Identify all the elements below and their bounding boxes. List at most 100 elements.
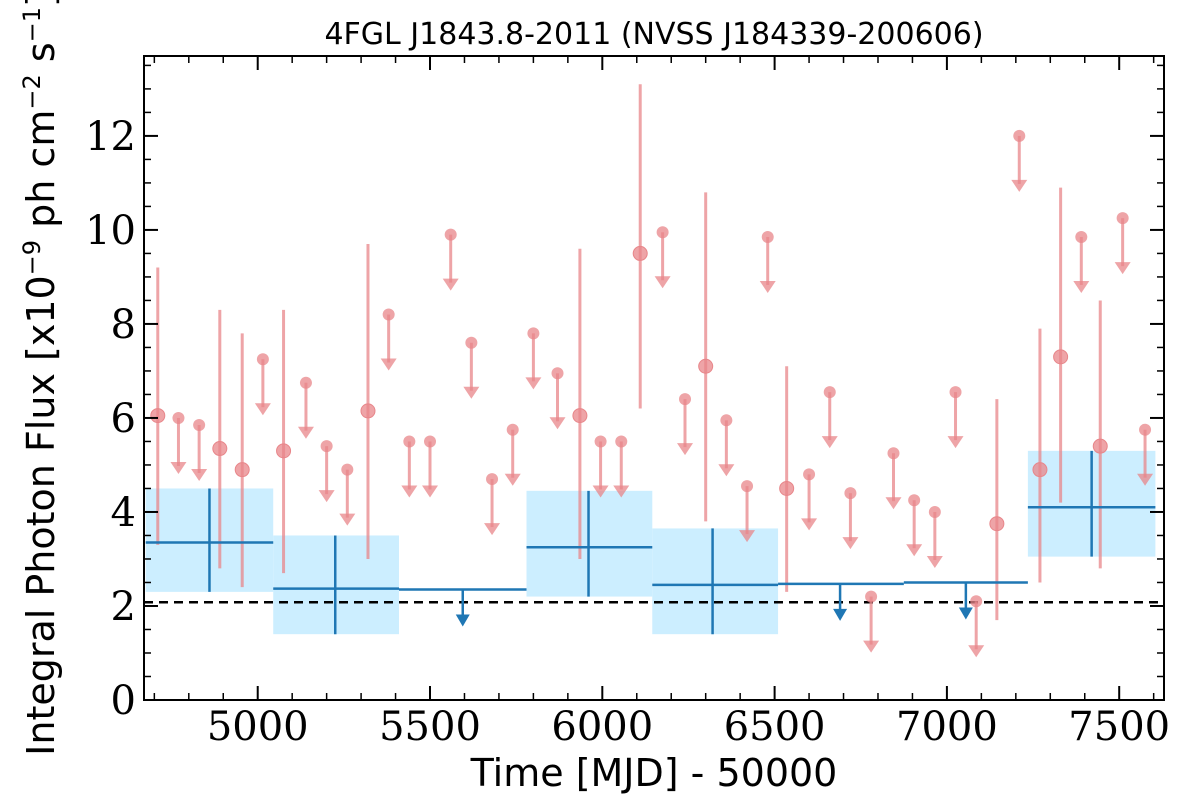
short-bin-upper-limit-arrow-29 — [947, 436, 964, 449]
short-bin-upper-limit-arrow-28 — [926, 555, 943, 568]
short-bin-upper-limit-arrow-7 — [401, 485, 418, 498]
y-axis-label: Integral Photon Flux [x10−9 ph cm−2 s−1] — [18, 0, 63, 756]
short-bin-upper-limit-point-18 — [679, 393, 692, 406]
short-bin-upper-limit-arrow-9 — [442, 278, 459, 291]
short-bin-upper-limit-arrow-23 — [821, 436, 838, 449]
short-bin-upper-limit-point-12 — [506, 423, 519, 436]
short-bin-upper-limit-point-2 — [256, 353, 269, 366]
short-bin-upper-limit-arrow-22 — [801, 518, 818, 531]
short-bin-upper-limit-point-15 — [594, 435, 607, 448]
short-bin-series — [150, 84, 1154, 658]
short-bin-point-6 — [632, 245, 648, 261]
y-axis-label-suffix: ] — [19, 0, 63, 7]
y-axis-label-exponent-2: −2 — [18, 74, 46, 109]
data-mark-layer — [145, 84, 1156, 658]
short-bin-upper-limit-arrow-1 — [191, 469, 208, 482]
long-bin-series — [145, 450, 1156, 635]
y-tick-label-4: 8 — [111, 302, 136, 348]
y-tick-label-6: 12 — [85, 114, 136, 160]
short-bin-upper-limit-point-7 — [403, 435, 416, 448]
short-bin-upper-limit-point-25 — [865, 590, 878, 603]
long-bin-upper-limit-arrow-2 — [958, 607, 973, 620]
short-bin-point-11 — [1053, 349, 1069, 365]
short-bin-upper-limit-arrow-27 — [906, 544, 923, 557]
short-bin-upper-limit-point-4 — [320, 440, 333, 453]
short-bin-upper-limit-arrow-2 — [254, 403, 271, 416]
short-bin-upper-limit-arrow-21 — [759, 280, 776, 293]
short-bin-upper-limit-point-6 — [382, 308, 395, 321]
short-bin-upper-limit-point-14 — [551, 367, 564, 380]
short-bin-upper-limit-arrow-26 — [885, 497, 902, 510]
short-bin-upper-limit-arrow-16 — [613, 485, 630, 498]
short-bin-upper-limit-point-17 — [656, 226, 669, 239]
short-bin-upper-limit-arrow-19 — [718, 464, 735, 477]
short-bin-upper-limit-point-34 — [1139, 423, 1152, 436]
flux-band-3 — [652, 528, 779, 635]
short-bin-upper-limit-point-13 — [527, 327, 540, 340]
short-bin-upper-limit-point-8 — [424, 435, 437, 448]
y-axis-label-exponent-1: −9 — [18, 240, 46, 275]
short-bin-upper-limit-point-3 — [299, 376, 312, 389]
short-bin-upper-limit-arrow-25 — [863, 640, 880, 653]
y-tick-label-3: 6 — [111, 396, 136, 442]
short-bin-upper-limit-point-22 — [803, 468, 816, 481]
y-axis-label-middle-2: s — [19, 42, 63, 74]
short-bin-upper-limit-arrow-6 — [380, 358, 397, 371]
x-tick-label-4: 7000 — [896, 704, 998, 750]
short-bin-point-5 — [572, 408, 588, 424]
short-bin-upper-limit-point-1 — [193, 419, 206, 432]
x-tick-label-5: 7500 — [1068, 704, 1170, 750]
axes-layer: 5000 5500 6000 6500 7000 7500 0 2 4 6 8 10 12 — [85, 55, 1170, 750]
short-bin-upper-limit-arrow-18 — [677, 443, 694, 456]
long-bin-upper-limit-arrow-0 — [455, 614, 470, 627]
short-bin-point-12 — [1092, 438, 1108, 454]
short-bin-upper-limit-point-26 — [887, 447, 900, 460]
x-tick-label-3: 6500 — [724, 704, 826, 750]
short-bin-upper-limit-arrow-24 — [842, 537, 859, 550]
short-bin-upper-limit-point-32 — [1075, 230, 1088, 243]
short-bin-upper-limit-arrow-8 — [422, 485, 439, 498]
x-tick-label-1: 5500 — [379, 704, 481, 750]
short-bin-upper-limit-arrow-30 — [968, 645, 985, 658]
short-bin-point-10 — [1032, 462, 1048, 478]
y-tick-label-0: 0 — [111, 678, 136, 724]
short-bin-upper-limit-arrow-33 — [1114, 262, 1131, 275]
short-bin-upper-limit-point-5 — [341, 463, 354, 476]
short-bin-upper-limit-arrow-34 — [1137, 473, 1154, 486]
y-axis-label-exponent-3: −1 — [18, 7, 46, 42]
short-bin-upper-limit-arrow-10 — [463, 386, 480, 399]
short-bin-point-0 — [150, 408, 166, 424]
short-bin-upper-limit-arrow-32 — [1073, 280, 1090, 293]
short-bin-upper-limit-arrow-0 — [170, 461, 187, 474]
short-bin-upper-limit-point-16 — [615, 435, 628, 448]
short-bin-upper-limit-point-10 — [465, 336, 478, 349]
short-bin-upper-limit-arrow-14 — [549, 417, 566, 430]
short-bin-upper-limit-arrow-4 — [318, 490, 335, 503]
short-bin-point-9 — [989, 516, 1005, 532]
plot-frame — [143, 55, 1165, 701]
short-bin-upper-limit-arrow-3 — [297, 426, 314, 439]
y-axis-label-prefix: Integral Photon Flux [x10 — [19, 275, 63, 756]
y-tick-label-5: 10 — [85, 208, 136, 254]
x-axis-label: Time [MJD] - 50000 — [470, 751, 838, 795]
short-bin-upper-limit-arrow-5 — [339, 513, 356, 526]
short-bin-point-7 — [698, 358, 714, 374]
short-bin-upper-limit-arrow-15 — [592, 485, 609, 498]
short-bin-upper-limit-point-9 — [444, 228, 457, 241]
y-axis-label-middle: ph cm — [19, 110, 63, 240]
short-bin-point-4 — [360, 403, 376, 419]
short-bin-upper-limit-arrow-13 — [525, 377, 542, 390]
short-bin-upper-limit-point-33 — [1116, 212, 1129, 225]
short-bin-point-3 — [276, 443, 292, 459]
short-bin-upper-limit-point-28 — [928, 505, 941, 518]
flux-band-layer — [145, 450, 1156, 635]
short-bin-upper-limit-arrow-11 — [484, 523, 501, 536]
x-tick-label-0: 5000 — [207, 704, 309, 750]
short-bin-upper-limit-point-24 — [844, 487, 857, 500]
short-bin-upper-limit-arrow-31 — [1011, 179, 1028, 192]
x-tick-label-2: 6000 — [551, 704, 653, 750]
short-bin-upper-limit-point-21 — [761, 230, 774, 243]
short-bin-point-1 — [212, 441, 228, 457]
short-bin-upper-limit-arrow-17 — [654, 276, 671, 289]
